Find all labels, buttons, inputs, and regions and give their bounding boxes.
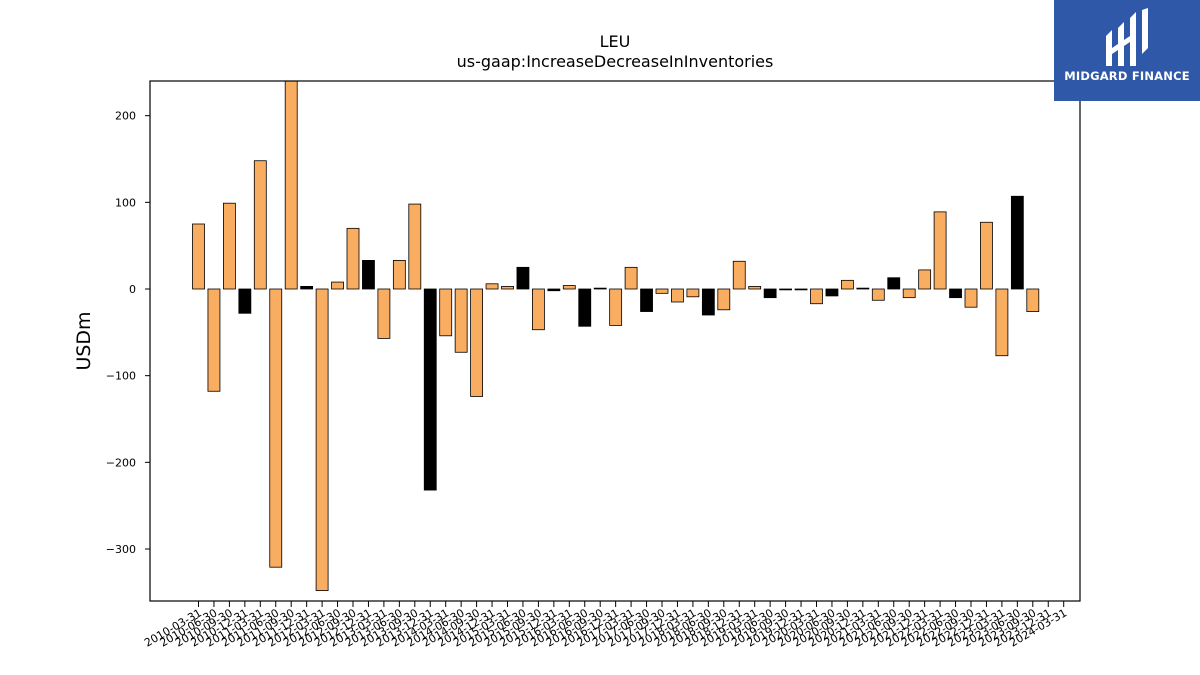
bar-2010-12-31 [238, 288, 252, 314]
bar-2018-03-31 [686, 288, 700, 298]
bar-2013-12-31 [423, 288, 437, 491]
bars-group [192, 81, 1040, 592]
bar-2011-12-31 [300, 285, 314, 290]
y-tick-label: −300 [106, 543, 136, 556]
bar-2022-06-30 [949, 288, 962, 299]
bar-2010-09-30 [222, 202, 236, 290]
bar-2013-03-31 [377, 288, 391, 339]
bar-2010-03-31 [192, 223, 205, 290]
bar-2012-06-30 [331, 281, 344, 290]
bar-2014-03-31 [439, 288, 453, 337]
bar-2012-09-30 [346, 227, 360, 290]
bar-2021-03-31 [871, 288, 885, 301]
logo-mark-icon [1106, 8, 1148, 66]
chart-subtitle: us-gaap:IncreaseDecreaseInInventories [456, 52, 774, 71]
bar-2017-09-30 [655, 288, 669, 294]
bar-2011-09-30 [284, 81, 298, 290]
bar-2017-12-31 [671, 288, 684, 303]
bar-2022-03-31 [933, 211, 947, 290]
bar-2018-12-31 [732, 260, 746, 290]
bar-2012-12-31 [362, 259, 375, 290]
y-tick-label: 200 [115, 110, 136, 123]
bar-2020-03-31 [810, 288, 823, 305]
bar-2015-03-31 [501, 285, 514, 290]
y-axis-label: USDm [73, 311, 95, 371]
bar-2020-12-31 [856, 287, 870, 290]
bar-2022-09-30 [964, 288, 978, 308]
bar-2017-06-30 [640, 288, 653, 312]
bar-2016-09-30 [593, 287, 607, 290]
bar-2014-12-31 [485, 283, 499, 290]
bar-2021-09-30 [902, 288, 916, 299]
bar-2016-03-31 [562, 285, 576, 290]
axes-group: 2001000−100−200−3002010-03-312010-06-302… [106, 80, 1081, 650]
bar-2020-06-30 [825, 288, 839, 297]
midgard-finance-logo: MIDGARD FINANCE [1054, 0, 1200, 101]
bar-2010-06-30 [207, 288, 221, 392]
bar-2018-06-30 [701, 288, 715, 316]
bar-2017-03-31 [624, 266, 638, 290]
bar-2019-06-30 [763, 288, 777, 299]
bar-2023-03-31 [995, 288, 1009, 357]
bar-2015-06-30 [516, 266, 530, 290]
bar-2011-06-30 [269, 288, 283, 568]
bar-2018-09-30 [717, 288, 731, 311]
plot-frame [149, 80, 1081, 602]
bar-2020-09-30 [841, 279, 854, 290]
y-tick-label: −100 [106, 370, 136, 383]
bar-2015-09-30 [532, 288, 545, 331]
y-tick-label: 0 [129, 283, 136, 296]
bar-2013-06-30 [392, 259, 406, 290]
bar-2019-12-31 [794, 288, 808, 291]
bar-2023-09-30 [1026, 288, 1040, 312]
bar-2019-03-31 [748, 285, 762, 290]
y-tick-label: −200 [106, 456, 136, 469]
bar-2013-09-30 [408, 203, 422, 290]
bar-2014-06-30 [454, 288, 468, 353]
bar-2022-12-31 [980, 221, 993, 290]
bar-2016-12-31 [609, 288, 623, 326]
y-tick-label: 100 [115, 196, 136, 209]
bar-2023-06-30 [1010, 195, 1024, 290]
bar-2019-09-30 [779, 288, 792, 291]
bar-2015-12-31 [547, 288, 561, 292]
bar-2011-03-31 [253, 160, 267, 290]
logo-text: MIDGARD FINANCE [1064, 69, 1190, 83]
bar-2021-12-31 [918, 269, 932, 290]
chart-title: LEU [599, 32, 631, 51]
bar-2012-03-31 [315, 288, 329, 592]
bar-2014-09-30 [470, 288, 484, 397]
bar-2021-06-30 [887, 277, 901, 290]
bar-2016-06-30 [578, 288, 592, 327]
